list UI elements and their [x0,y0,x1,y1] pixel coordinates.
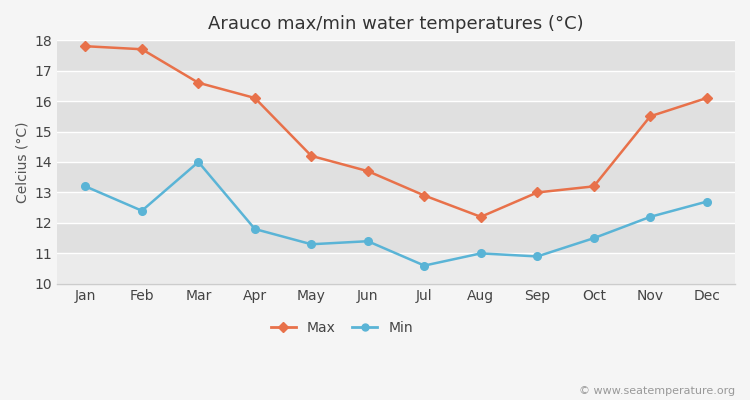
Min [307,242,316,247]
Bar [57,223,735,253]
Min [476,251,485,256]
Bar [57,162,735,192]
Max [81,44,90,49]
Max [476,214,485,219]
Bar [57,253,735,284]
Max [590,184,598,189]
Max [307,154,316,158]
Line: Max: Max [82,42,710,221]
Max [532,190,542,195]
Min [81,184,90,189]
Min [251,227,260,232]
Max [646,114,655,119]
Bar [57,40,735,70]
Min [590,236,598,240]
Title: Arauco max/min water temperatures (°C): Arauco max/min water temperatures (°C) [209,15,584,33]
Bar [57,70,735,101]
Line: Min: Min [82,158,710,270]
Max [194,80,203,85]
Max [420,193,429,198]
Max [137,47,146,52]
Bar [57,132,735,162]
Max [702,96,711,100]
Max [363,169,372,174]
Bar [57,101,735,132]
Max [251,96,260,100]
Min [532,254,542,259]
Text: © www.seatemperature.org: © www.seatemperature.org [579,386,735,396]
Min [137,208,146,213]
Min [420,263,429,268]
Min [363,239,372,244]
Min [194,160,203,164]
Min [702,199,711,204]
Y-axis label: Celcius (°C): Celcius (°C) [15,121,29,203]
Min [646,214,655,219]
Bar [57,192,735,223]
Legend: Max, Min: Max, Min [265,315,419,340]
